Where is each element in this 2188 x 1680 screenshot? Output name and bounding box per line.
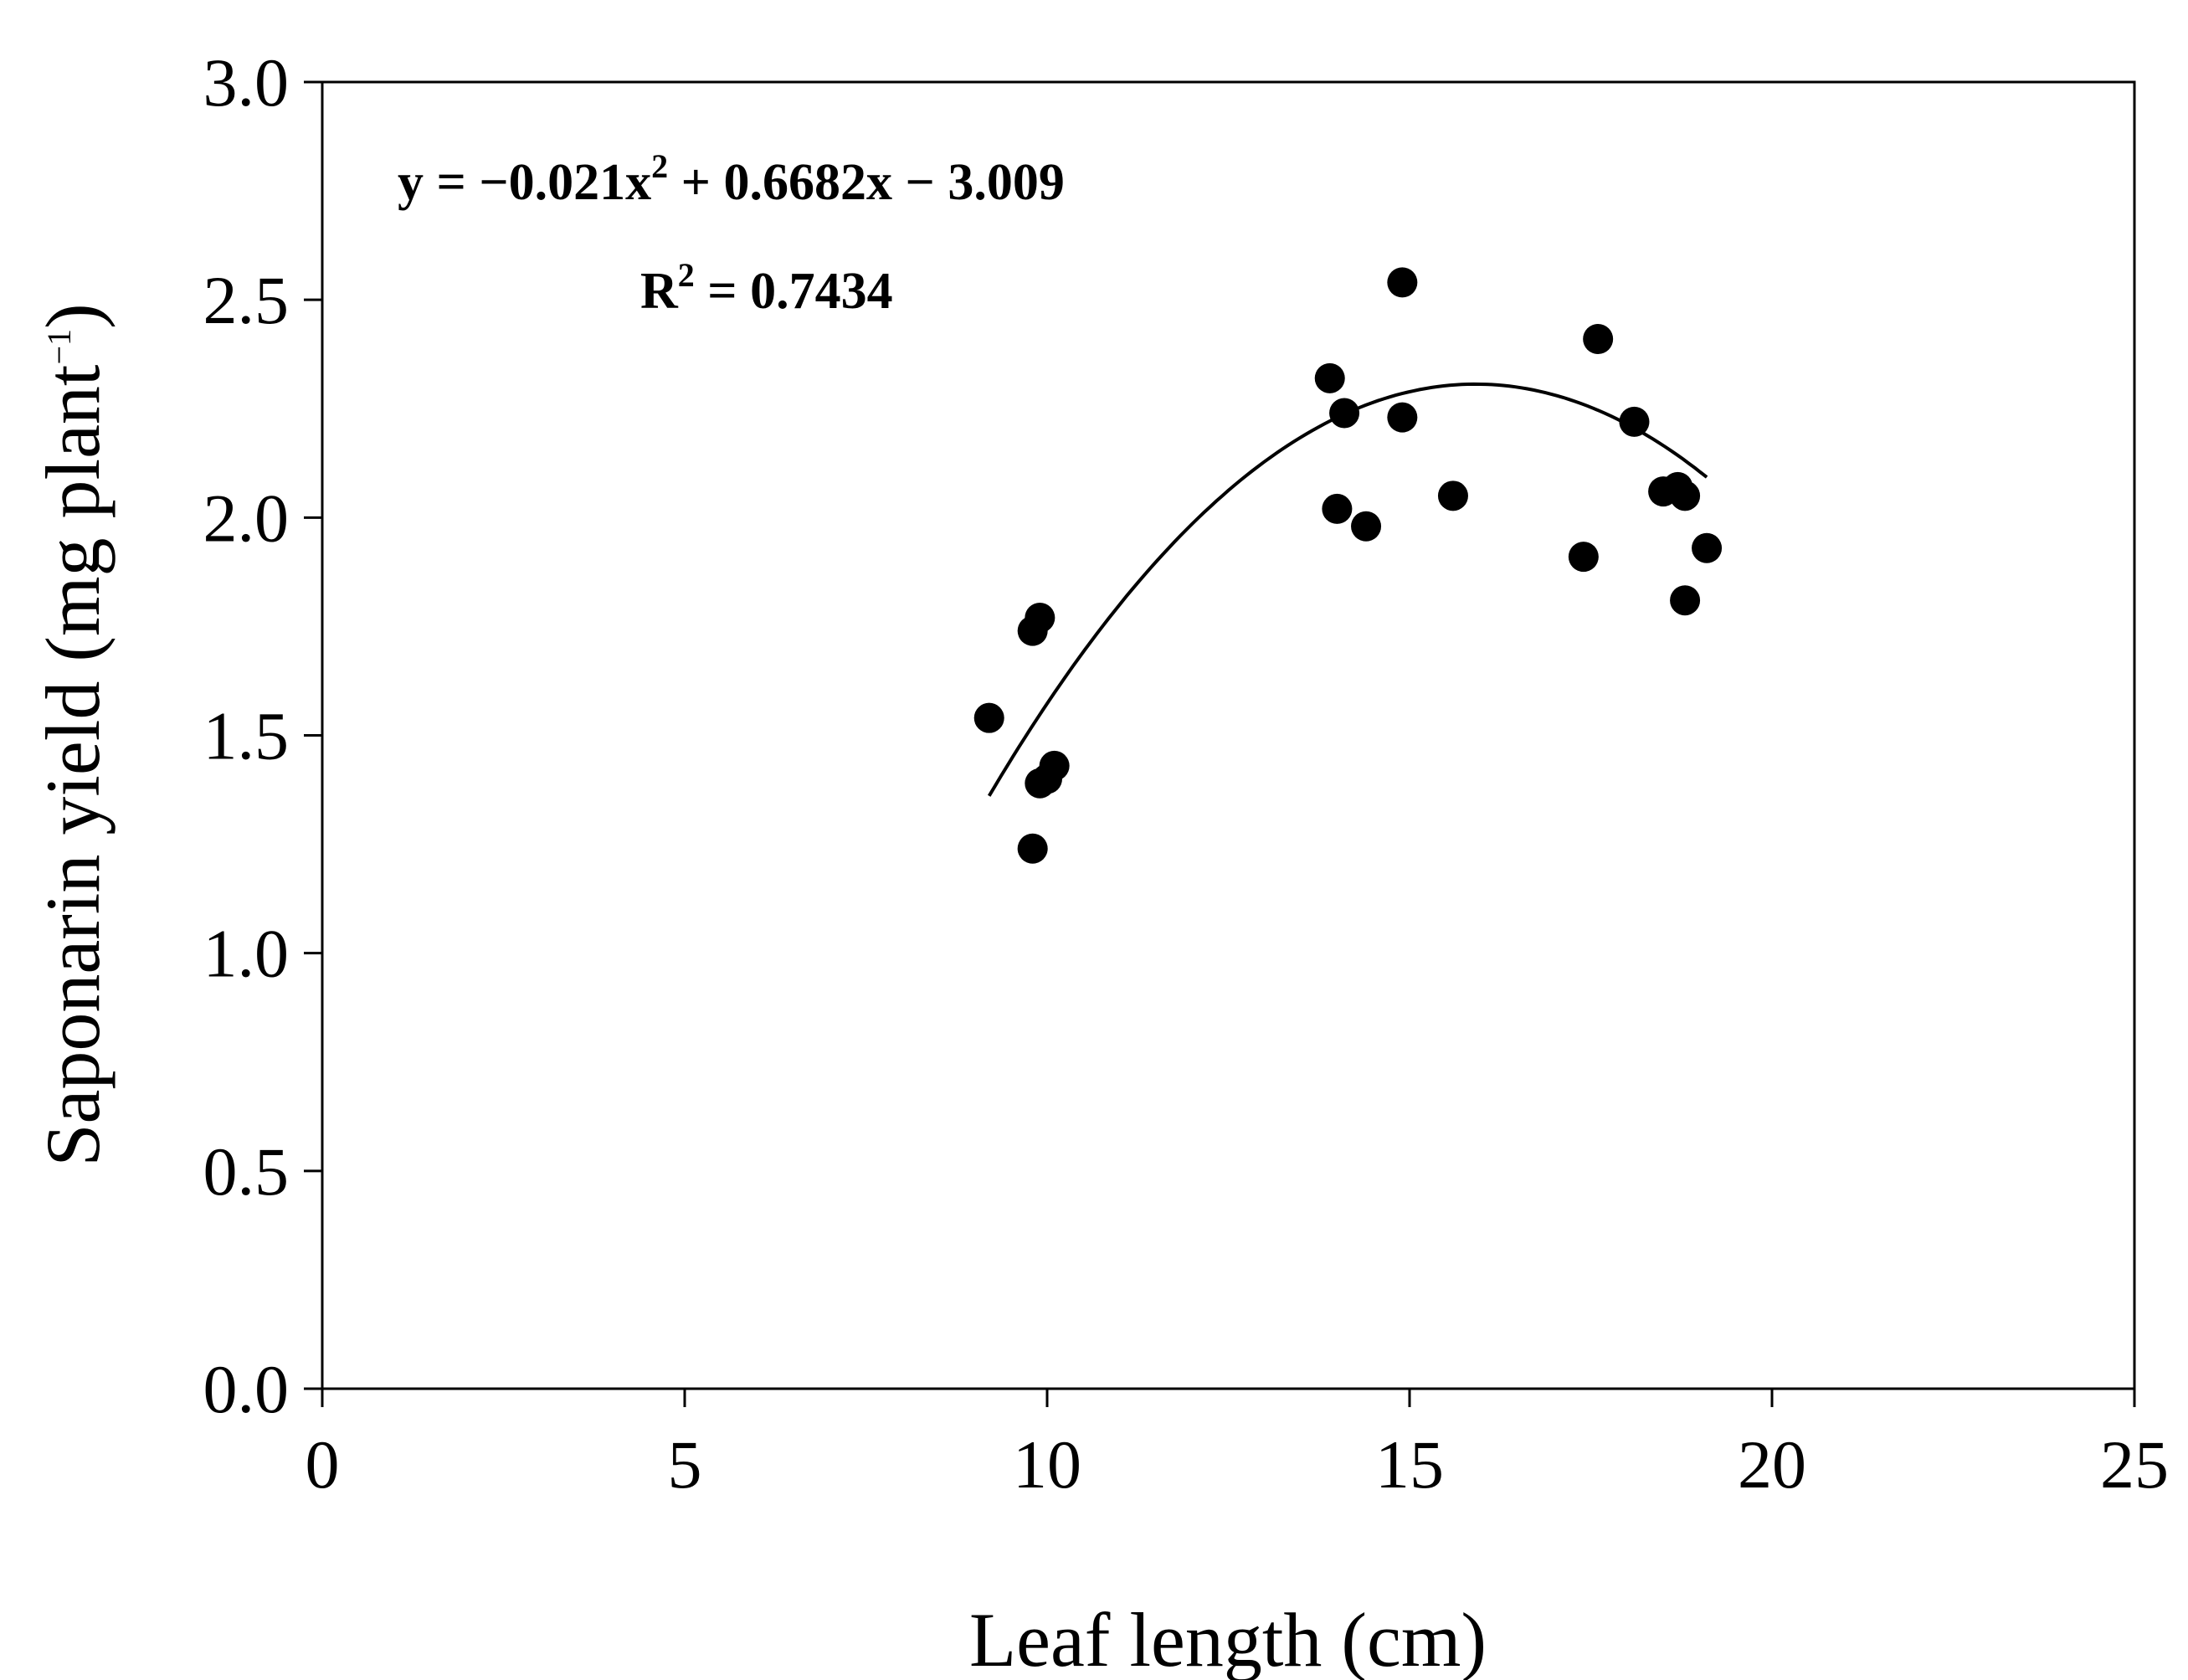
fit-curve xyxy=(987,382,1708,797)
data-point xyxy=(1670,480,1701,511)
data-point xyxy=(1025,603,1055,634)
equation-annotation: y = −0.021x2 + 0.6682x − 3.009 xyxy=(398,147,1065,211)
equation-part-rest: + 0.6682x − 3.009 xyxy=(668,154,1065,211)
plot-area-frame xyxy=(321,80,2136,1390)
y-axis-title-close: ) xyxy=(30,303,116,329)
r-squared-annotation: R2 = 0.7434 xyxy=(640,256,893,320)
y-tick-label: 1.0 xyxy=(203,916,290,992)
x-tick-label: 20 xyxy=(1738,1426,1806,1503)
y-axis-ticks: 0.0 0.5 1.0 1.5 2.0 2.5 3.0 xyxy=(203,44,322,1427)
y-tick-label: 2.5 xyxy=(203,262,290,338)
r2-part-exponent: 2 xyxy=(678,256,695,294)
x-axis-title: Leaf length (cm) xyxy=(969,1597,1487,1680)
y-tick-label: 0.5 xyxy=(203,1133,290,1210)
data-point xyxy=(1329,398,1360,429)
y-tick-label: 1.5 xyxy=(203,698,290,774)
data-point xyxy=(1692,532,1723,563)
equation-part-exponent: 2 xyxy=(651,147,668,185)
x-tick-label: 0 xyxy=(306,1426,340,1503)
data-point xyxy=(1437,480,1468,511)
x-tick-label: 25 xyxy=(2100,1426,2169,1503)
data-points xyxy=(973,267,1723,864)
y-tick-label: 3.0 xyxy=(203,44,290,121)
data-point xyxy=(1039,750,1070,781)
x-axis-ticks: 0 5 10 15 20 25 xyxy=(306,1389,2169,1503)
data-point xyxy=(1017,833,1048,864)
data-point xyxy=(1387,402,1418,433)
x-tick-label: 10 xyxy=(1013,1426,1081,1503)
x-tick-label: 5 xyxy=(668,1426,702,1503)
y-axis-title-main: Saponarin yield (mg plant xyxy=(30,364,116,1167)
data-point xyxy=(1387,267,1418,298)
data-point xyxy=(1583,323,1614,354)
data-point xyxy=(1670,585,1701,616)
data-point xyxy=(1351,511,1382,542)
data-point xyxy=(1619,406,1650,437)
equation-part-main: y = −0.021x xyxy=(398,154,651,211)
y-axis-title-exponent: −1 xyxy=(40,329,78,365)
y-tick-label: 2.0 xyxy=(203,480,290,556)
r2-part-main: R xyxy=(640,263,679,320)
y-axis-title: Saponarin yield (mg plant−1) xyxy=(30,303,116,1166)
data-point xyxy=(973,702,1004,733)
data-point xyxy=(1322,493,1353,524)
y-tick-label: 0.0 xyxy=(203,1351,290,1427)
r2-part-rest: = 0.7434 xyxy=(695,263,893,320)
data-point xyxy=(1314,362,1345,393)
data-point xyxy=(1568,542,1599,573)
x-tick-label: 15 xyxy=(1375,1426,1444,1503)
